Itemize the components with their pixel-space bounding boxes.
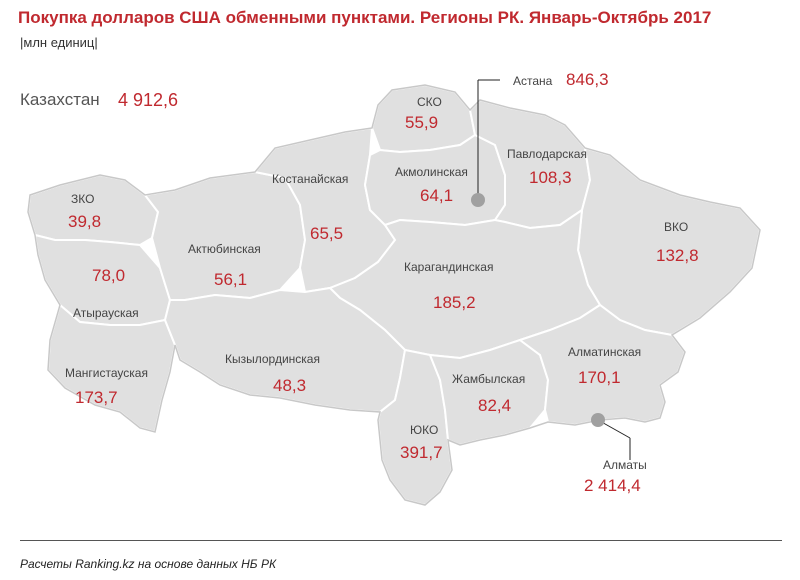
region-mangystau-name: Мангистауская xyxy=(65,366,148,380)
region-vko-shape xyxy=(576,146,762,337)
region-sko-name: СКО xyxy=(417,95,442,109)
city-astana-name: Астана xyxy=(513,74,553,88)
region-akmola-value: 64,1 xyxy=(420,186,454,205)
city-astana-value: 846,3 xyxy=(566,70,609,89)
total-value: 4 912,6 xyxy=(118,90,179,110)
region-atyrau-name: Атырауская xyxy=(73,306,139,320)
region-almaty-name: Алматинская xyxy=(568,345,642,359)
region-aktobe-name: Актюбинская xyxy=(188,242,261,256)
region-pavlodar-name: Павлодарская xyxy=(507,147,587,161)
city-almaty-name: Алматы xyxy=(603,458,647,472)
city-almaty-value: 2 414,4 xyxy=(584,476,641,495)
region-kyzylorda-value: 48,3 xyxy=(273,376,307,395)
total-label: Казахстан xyxy=(20,90,100,109)
region-pavlodar-value: 108,3 xyxy=(529,168,572,187)
region-uko-value: 391,7 xyxy=(400,443,443,462)
region-zko-shape xyxy=(26,173,160,247)
region-kostanay-value: 65,5 xyxy=(310,224,344,243)
region-almaty-value: 170,1 xyxy=(578,368,621,387)
footer-divider xyxy=(20,540,782,541)
kazakhstan-map xyxy=(26,79,762,507)
region-mangystau-value: 173,7 xyxy=(75,388,118,407)
region-vko-name: ВКО xyxy=(664,220,689,234)
region-vko-value: 132,8 xyxy=(656,246,699,265)
region-sko-value: 55,9 xyxy=(405,113,439,132)
region-karaganda-value: 185,2 xyxy=(433,293,476,312)
region-zko-value: 39,8 xyxy=(68,212,102,231)
map-title: Покупка долларов США обменными пунктами.… xyxy=(18,8,712,27)
source-note: Расчеты Ranking.kz на основе данных НБ Р… xyxy=(20,557,277,571)
region-zko-name: ЗКО xyxy=(71,192,95,206)
unit-label: |млн единиц| xyxy=(20,35,98,50)
region-zhambyl-name: Жамбылская xyxy=(452,372,526,386)
region-aktobe-value: 56,1 xyxy=(214,270,248,289)
region-zhambyl-value: 82,4 xyxy=(478,396,512,415)
astana-marker xyxy=(471,193,485,207)
region-kyzylorda-name: Кызылординская xyxy=(225,352,320,366)
region-atyrau-value: 78,0 xyxy=(92,266,126,285)
almaty-marker xyxy=(591,413,605,427)
region-uko-name: ЮКО xyxy=(410,423,439,437)
region-akmola-name: Акмолинская xyxy=(395,165,468,179)
region-kostanay-name: Костанайская xyxy=(272,172,349,186)
region-karaganda-name: Карагандинская xyxy=(404,260,494,274)
